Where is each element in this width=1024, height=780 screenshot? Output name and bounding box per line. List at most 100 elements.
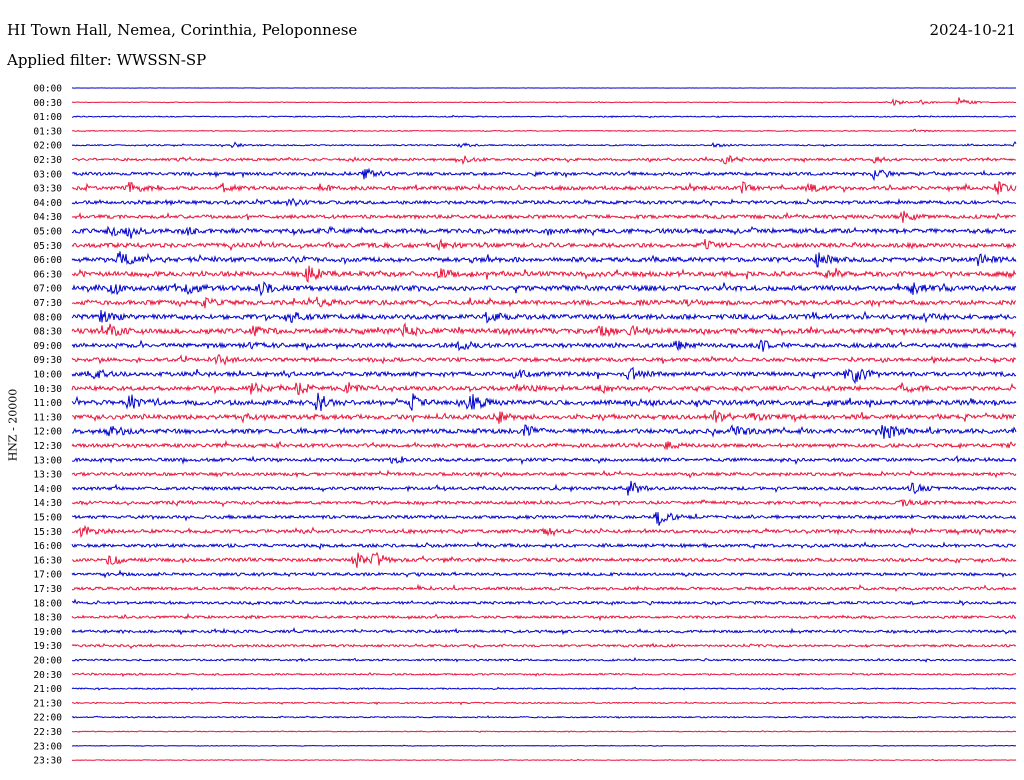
row-time-label: 21:00 — [33, 684, 62, 695]
trace-line — [71, 642, 1017, 650]
row-time-label: 21:30 — [33, 698, 62, 709]
row-time-label: 08:00 — [33, 312, 62, 323]
trace-line — [71, 180, 1017, 195]
trace-line — [72, 498, 1017, 508]
row-time-label: 04:30 — [33, 212, 62, 223]
row-time-label: 14:00 — [33, 484, 62, 495]
row-time-label: 06:00 — [33, 255, 62, 266]
row-time-label: 18:30 — [33, 613, 62, 624]
trace-line — [71, 758, 1017, 762]
trace-line — [71, 672, 1017, 678]
trace-line — [71, 524, 1017, 538]
row-time-label: 09:00 — [33, 341, 62, 352]
trace-line — [71, 366, 1017, 385]
row-time-label: 12:00 — [33, 427, 62, 438]
row-time-label: 12:30 — [33, 441, 62, 452]
row-time-label: 00:30 — [33, 98, 62, 109]
trace-line — [71, 598, 1017, 607]
trace-line — [71, 439, 1017, 451]
trace-line — [71, 225, 1017, 239]
row-time-label: 18:00 — [33, 598, 62, 609]
row-time-label: 16:00 — [33, 541, 62, 552]
row-time-label: 05:00 — [33, 227, 62, 238]
trace-line — [71, 512, 1017, 526]
row-time-label: 02:30 — [33, 155, 62, 166]
row-time-label: 04:00 — [33, 198, 62, 209]
trace-line — [71, 310, 1017, 324]
trace-line — [71, 322, 1016, 339]
filter-label: Applied filter: — [7, 51, 112, 69]
trace-line — [71, 251, 1017, 268]
row-time-label: 02:00 — [33, 141, 62, 152]
trace-line — [71, 114, 1017, 119]
row-time-label: 11:30 — [33, 412, 62, 423]
trace-line — [71, 197, 1017, 208]
row-time-label: 15:30 — [33, 527, 62, 538]
trace-line — [71, 569, 1017, 579]
station-title: HI Town Hall, Nemea, Corinthia, Peloponn… — [7, 21, 358, 39]
row-time-label: 22:00 — [33, 713, 62, 724]
row-time-label: 03:30 — [33, 184, 62, 195]
row-time-label: 15:00 — [33, 513, 62, 524]
trace-line — [71, 281, 1017, 297]
trace-line — [71, 612, 1017, 622]
trace-line — [71, 583, 1017, 592]
filter-line: Applied filter: WWSSN-SP — [7, 51, 206, 69]
trace-line — [72, 424, 1017, 439]
row-time-label: 00:00 — [33, 84, 62, 95]
row-time-label: 19:00 — [33, 627, 62, 638]
trace-line — [72, 744, 1016, 747]
trace-line — [71, 339, 1017, 352]
row-time-label: 13:00 — [33, 455, 62, 466]
trace-line — [72, 128, 1017, 133]
row-time-label: 06:30 — [33, 269, 62, 280]
row-time-label: 08:30 — [33, 327, 62, 338]
trace-line — [71, 296, 1017, 309]
trace-line — [71, 455, 1017, 466]
row-time-label: 13:30 — [33, 470, 62, 481]
row-time-label: 03:00 — [33, 169, 62, 180]
trace-line — [71, 353, 1017, 366]
row-time-label: 01:30 — [33, 126, 62, 137]
row-time-label: 09:30 — [33, 355, 62, 366]
trace-line — [71, 657, 1017, 663]
row-time-label: 10:00 — [33, 370, 62, 381]
trace-line — [71, 551, 1017, 568]
row-time-label: 10:30 — [33, 384, 62, 395]
trace-line — [71, 700, 1017, 706]
trace-line — [71, 381, 1017, 396]
trace-line — [71, 626, 1017, 636]
trace-line — [71, 265, 1017, 283]
row-time-label: 11:00 — [33, 398, 62, 409]
trace-line — [71, 686, 1017, 691]
row-time-label: 23:30 — [33, 756, 62, 767]
trace-line — [71, 409, 1016, 424]
row-time-label: 07:00 — [33, 284, 62, 295]
trace-line — [71, 210, 1017, 223]
row-time-label: 16:30 — [33, 555, 62, 566]
trace-line — [71, 715, 1017, 720]
row-time-label: 19:30 — [33, 641, 62, 652]
trace-line — [71, 730, 1017, 733]
trace-line — [71, 469, 1017, 479]
row-time-label: 20:00 — [33, 656, 62, 667]
trace-line — [71, 541, 1017, 551]
row-time-label: 22:30 — [33, 727, 62, 738]
row-time-label: 07:30 — [33, 298, 62, 309]
date-label: 2024-10-21 — [929, 21, 1016, 39]
trace-line — [71, 392, 1017, 412]
filter-value: WWSSN-SP — [116, 51, 207, 69]
row-time-label: 17:30 — [33, 584, 62, 595]
trace-line — [71, 480, 1017, 496]
row-time-label: 20:30 — [33, 670, 62, 681]
trace-line — [71, 154, 1017, 166]
row-time-label: 17:00 — [33, 570, 62, 581]
trace-line — [71, 167, 1017, 182]
row-time-label: 05:30 — [33, 241, 62, 252]
trace-line — [71, 141, 1017, 149]
trace-line — [71, 238, 1017, 252]
row-time-label: 23:00 — [33, 741, 62, 752]
trace-line — [71, 97, 1016, 107]
